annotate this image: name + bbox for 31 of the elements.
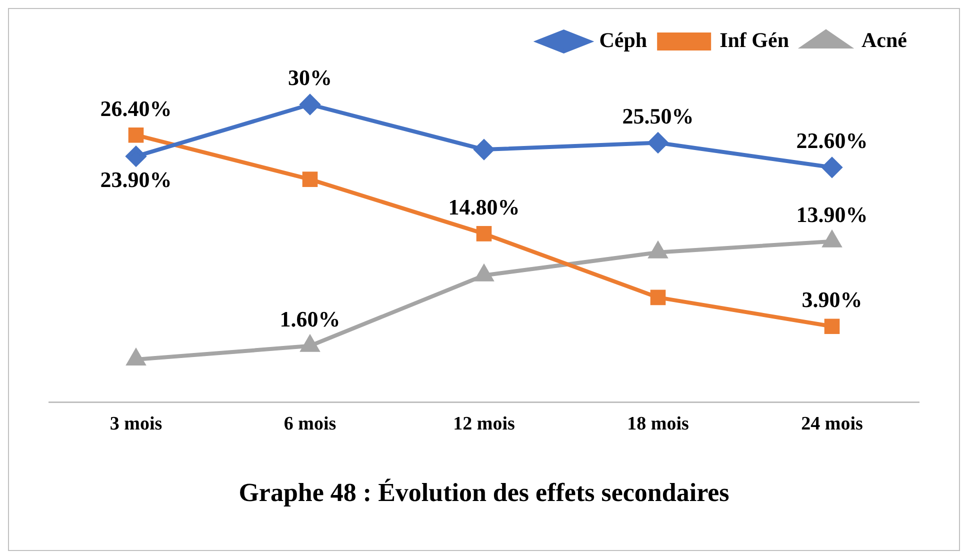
data-label: 3.90% bbox=[802, 287, 862, 312]
point bbox=[301, 336, 319, 352]
data-label: 30% bbox=[288, 65, 332, 90]
point bbox=[649, 242, 667, 258]
point bbox=[128, 127, 144, 143]
data-label: 14.80% bbox=[448, 194, 520, 220]
legend-label: Céph bbox=[599, 28, 648, 52]
point bbox=[127, 350, 145, 366]
x-tick-label: 6 mois bbox=[284, 413, 336, 434]
data-label: 22.60% bbox=[796, 128, 868, 154]
legend-label: Inf Gén bbox=[720, 28, 790, 52]
x-tick-label: 3 mois bbox=[110, 413, 162, 434]
data-label: 25.50% bbox=[622, 103, 694, 128]
point bbox=[302, 172, 318, 187]
point bbox=[648, 132, 668, 153]
data-label: 13.90% bbox=[796, 202, 868, 228]
data-label: 1.60% bbox=[280, 306, 340, 332]
text: Graphe 48 : Évolution des effets secondaires bbox=[238, 478, 730, 508]
x-tick-label: 12 mois bbox=[453, 413, 515, 434]
point bbox=[474, 140, 494, 160]
point bbox=[126, 146, 146, 166]
point bbox=[300, 94, 320, 114]
x-tick-label: 18 mois bbox=[627, 413, 689, 434]
x-tick-label: 24 mois bbox=[801, 413, 863, 434]
point bbox=[476, 226, 492, 242]
data-label: 23.90% bbox=[100, 167, 172, 192]
point bbox=[475, 265, 493, 282]
legend-label: Acné bbox=[862, 28, 908, 52]
data-label: 26.40% bbox=[100, 96, 172, 121]
point bbox=[822, 157, 842, 178]
point bbox=[823, 231, 841, 248]
